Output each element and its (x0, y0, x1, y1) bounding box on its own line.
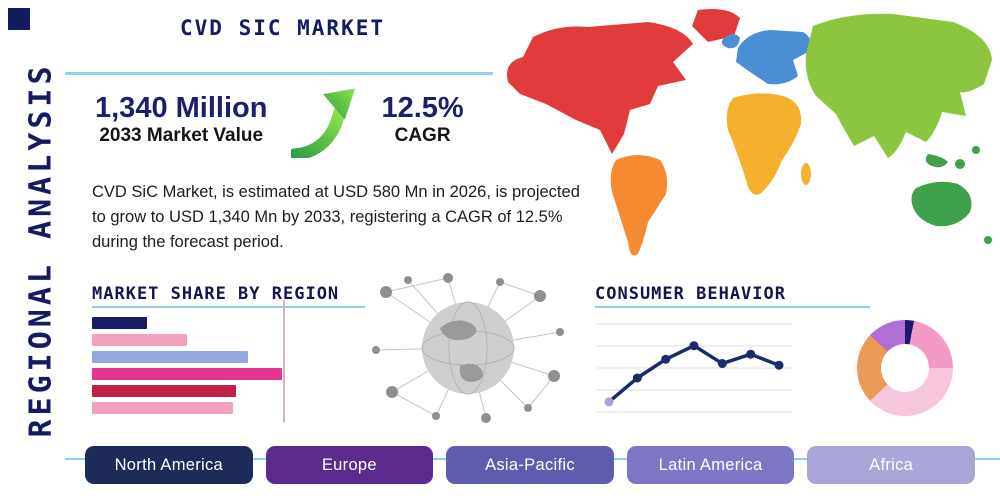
cagr-label: CAGR (394, 125, 451, 147)
corner-accent-square (8, 8, 30, 30)
market-share-heading: MARKET SHARE BY REGION (92, 284, 340, 304)
bar-africa (92, 385, 236, 397)
consumer-behavior-line-chart (597, 323, 792, 413)
market-share-bar-chart (92, 317, 292, 419)
map-island-dot-1 (955, 159, 965, 169)
region-buttons-row: North America Europe Asia-Pacific Latin … (85, 446, 975, 484)
consumer-behavior-heading: CONSUMER BEHAVIOR (595, 284, 786, 304)
bar-asia-pacific (92, 351, 248, 363)
market-value-block: 1,340 Million 2033 Market Value (95, 92, 267, 147)
card-top-rule (65, 72, 493, 75)
map-south-america (610, 155, 668, 256)
region-button-europe[interactable]: Europe (265, 446, 434, 484)
map-uk (721, 34, 740, 49)
cagr-value: 12.5% (381, 92, 464, 124)
map-new-zealand (984, 236, 992, 244)
market-share-heading-rule (92, 306, 365, 308)
map-europe (736, 30, 812, 85)
region-button-africa[interactable]: Africa (807, 446, 975, 484)
line-chart-point (661, 354, 671, 364)
side-title: REGIONAL ANALYSIS (23, 62, 59, 438)
line-chart-point (604, 397, 614, 407)
market-description: CVD SiC Market, is estimated at USD 580 … (92, 183, 580, 251)
bar-chart-axis-line (283, 300, 285, 422)
line-chart-point (632, 373, 642, 383)
globe-network-graphic (372, 273, 564, 423)
line-chart-point (774, 360, 784, 370)
bar-latin-america (92, 368, 282, 380)
market-value: 1,340 Million (95, 92, 268, 124)
world-map (507, 9, 992, 256)
market-value-label: 2033 Market Value (99, 125, 264, 147)
line-chart-point (689, 341, 699, 351)
bar-rest-of-world (92, 402, 233, 414)
map-asia (805, 13, 992, 158)
line-chart-point (746, 349, 756, 359)
map-island-dot-2 (972, 146, 980, 154)
map-greenland (692, 9, 740, 42)
consumer-behavior-heading-rule (595, 306, 870, 308)
growth-arrow-icon (291, 88, 356, 158)
regional-donut-chart (857, 320, 953, 416)
page-title: CVD SIC MARKET (180, 16, 386, 40)
map-se-asia-islands (925, 154, 948, 168)
map-australia (911, 181, 972, 227)
bar-europe (92, 334, 187, 346)
map-africa (726, 93, 802, 195)
map-north-america (507, 22, 693, 154)
map-madagascar (801, 163, 811, 185)
bar-north-america (92, 317, 147, 329)
cagr-block: 12.5% CAGR (381, 92, 463, 147)
region-button-asia-pacific[interactable]: Asia-Pacific (446, 446, 614, 484)
region-button-latin-america[interactable]: Latin America (626, 446, 795, 484)
region-button-north-america[interactable]: North America (85, 446, 253, 484)
highlight-stats: 1,340 Million 2033 Market Value 12.5% CA… (95, 88, 464, 158)
line-chart-point (717, 359, 727, 369)
